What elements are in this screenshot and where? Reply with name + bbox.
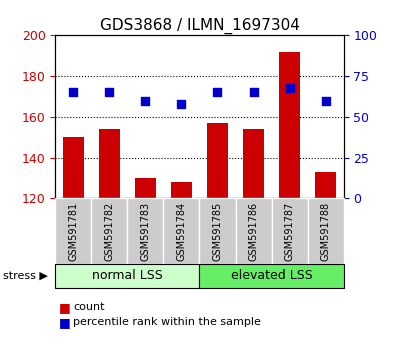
Point	[106, 90, 113, 95]
Text: GSM591786: GSM591786	[248, 201, 259, 261]
Text: ■: ■	[59, 301, 71, 314]
Text: GSM591782: GSM591782	[104, 201, 115, 261]
Point	[286, 85, 293, 90]
Text: GSM591788: GSM591788	[321, 201, 331, 261]
Text: GSM591785: GSM591785	[213, 201, 222, 261]
Text: count: count	[73, 302, 105, 312]
Text: elevated LSS: elevated LSS	[231, 269, 312, 282]
Point	[214, 90, 221, 95]
Text: GSM591787: GSM591787	[284, 201, 295, 261]
Title: GDS3868 / ILMN_1697304: GDS3868 / ILMN_1697304	[100, 18, 299, 34]
Bar	[99, 129, 120, 198]
Text: GSM591784: GSM591784	[177, 201, 186, 261]
Text: percentile rank within the sample: percentile rank within the sample	[73, 317, 261, 327]
Text: GSM591781: GSM591781	[68, 201, 78, 261]
Text: ■: ■	[59, 316, 71, 329]
Bar	[315, 172, 337, 198]
Point	[250, 90, 257, 95]
Bar	[62, 137, 84, 198]
Bar	[135, 178, 156, 198]
Point	[178, 101, 184, 107]
Bar	[171, 182, 192, 198]
Text: stress ▶: stress ▶	[2, 271, 47, 281]
Text: normal LSS: normal LSS	[92, 269, 163, 282]
Bar	[279, 52, 300, 198]
Bar	[207, 123, 228, 198]
Point	[142, 98, 149, 103]
Bar	[243, 129, 264, 198]
Point	[322, 98, 329, 103]
Text: GSM591783: GSM591783	[140, 201, 150, 261]
Point	[70, 90, 77, 95]
